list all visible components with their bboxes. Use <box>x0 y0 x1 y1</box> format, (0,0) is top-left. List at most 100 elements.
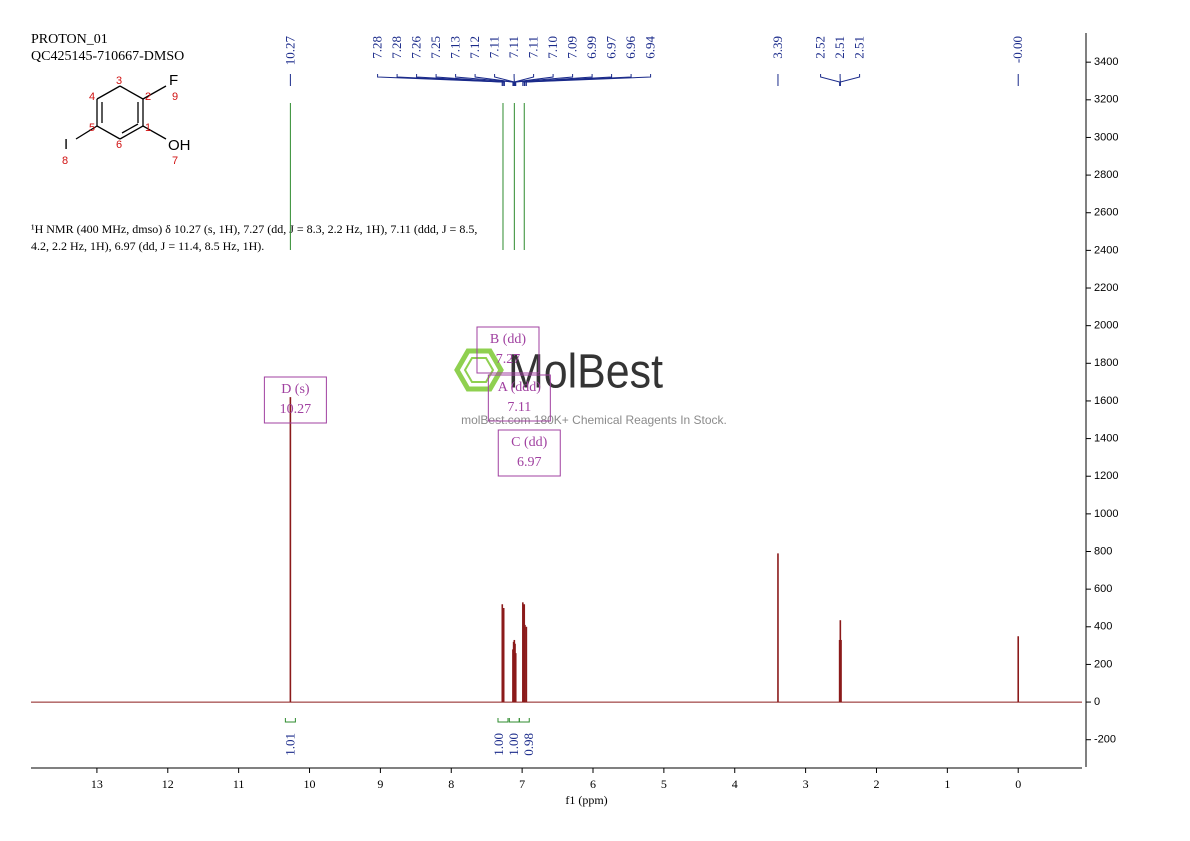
nmr-description: 4.2, 2.2 Hz, 1H), 6.97 (dd, J = 11.4, 8.… <box>31 239 264 253</box>
y-tick-label: 1400 <box>1094 432 1118 444</box>
atom-number: 3 <box>116 75 122 87</box>
peak-labels: 10.27 7.28 7.28 7.26 7.25 7.13 7.12 7.11 7.11 7.1… <box>282 36 1025 86</box>
y-tick-label: 2200 <box>1094 282 1118 294</box>
y-tick-label: 600 <box>1094 583 1112 595</box>
watermark-logo <box>454 348 504 392</box>
x-tick-label: 13 <box>91 777 103 791</box>
peak-label: 7.12 <box>467 36 482 59</box>
peak-label-connector <box>455 74 514 86</box>
atom-number: 2 <box>145 91 151 103</box>
multiplet-box <box>497 429 561 477</box>
watermark-brand: MolBest <box>508 346 663 399</box>
y-tick-label: 2000 <box>1094 320 1118 332</box>
y-tick-label: 2800 <box>1094 169 1118 181</box>
integral-bracket <box>508 718 520 723</box>
peak-label: 7.25 <box>428 36 443 59</box>
atom-label: I <box>64 136 68 153</box>
peak-label: 7.28 <box>370 36 385 59</box>
x-tick-label: 5 <box>661 777 667 791</box>
atom-number: 6 <box>116 139 122 151</box>
integral-label: 1.00 <box>506 733 521 756</box>
y-tick-label: 1200 <box>1094 470 1118 482</box>
y-tick-label: 800 <box>1094 545 1112 557</box>
peak-label-connector <box>416 74 505 86</box>
nmr-description: ¹H NMR (400 MHz, dmso) δ 10.27 (s, 1H), … <box>31 222 477 236</box>
integral-bracket <box>518 718 530 723</box>
x-tick-label: 0 <box>1015 777 1021 791</box>
bond <box>142 125 167 140</box>
peak-label: 2.51 <box>852 36 867 59</box>
x-tick-label: 11 <box>233 777 245 791</box>
multiplet-shift: 6.97 <box>517 455 542 470</box>
y-tick-label: 3200 <box>1094 94 1118 106</box>
x-tick-label: 4 <box>732 777 738 791</box>
peak-label: 7.11 <box>526 36 541 58</box>
peak-label: 6.99 <box>584 36 599 59</box>
peak-label: 2.51 <box>832 36 847 59</box>
y-tick-label: 1800 <box>1094 357 1118 369</box>
atom-number: 5 <box>89 122 95 134</box>
integral-label: 1.00 <box>491 733 506 756</box>
y-tick-label: 3000 <box>1094 131 1118 143</box>
peak-label-connector <box>525 74 652 86</box>
bond <box>119 125 144 140</box>
double-bond <box>121 123 139 134</box>
peak-label-connector <box>820 74 841 86</box>
y-tick-label: 1600 <box>1094 395 1118 407</box>
integral-label: 0.98 <box>521 733 536 756</box>
peak-label-connector <box>435 74 505 86</box>
x-tick-label: 7 <box>519 777 525 791</box>
atom-label: OH <box>168 137 191 154</box>
peak-label-connector <box>522 74 593 86</box>
x-tick-label: 12 <box>162 777 174 791</box>
atom-number: 4 <box>89 91 95 103</box>
atom-labels: F OH I <box>64 72 191 154</box>
peak-label: 7.11 <box>506 36 521 58</box>
x-tick-label: 1 <box>944 777 950 791</box>
subtitle: QC425145-710667-DMSO <box>31 49 184 64</box>
atom-number: 7 <box>172 155 178 167</box>
peak-label: 10.27 <box>282 36 297 66</box>
multiplet-box <box>476 326 540 374</box>
peak-label-connector <box>396 74 503 86</box>
y-tick-label: 2600 <box>1094 207 1118 219</box>
multiplet-label: D (s) <box>281 382 310 397</box>
x-tick-label: 10 <box>304 777 316 791</box>
integral-label: 1.01 <box>282 733 297 756</box>
multiplet-shift: 7.11 <box>507 400 531 415</box>
x-tick-label: 6 <box>590 777 596 791</box>
x-tick-label: 3 <box>803 777 809 791</box>
peak-label: 6.94 <box>643 36 658 59</box>
peak-label: 7.09 <box>565 36 580 59</box>
multiplet-label: A (ddd) <box>498 380 542 395</box>
peak-label: 2.52 <box>813 36 828 59</box>
peak-label: 6.97 <box>604 36 619 59</box>
multiplet-box <box>263 376 327 424</box>
y-tick-label: 3400 <box>1094 56 1118 68</box>
peak-label: 3.39 <box>770 36 785 59</box>
integral-bracket <box>284 718 296 723</box>
multiplet-shift: 7.27 <box>496 352 521 367</box>
y-tick-label: 1000 <box>1094 508 1118 520</box>
peak-label: 7.13 <box>448 36 463 59</box>
bond <box>96 85 121 100</box>
peak-label: 7.28 <box>389 36 404 59</box>
atom-number: 9 <box>172 91 178 103</box>
multiplet-label: C (dd) <box>511 435 548 450</box>
atom-number: 8 <box>62 155 68 167</box>
bond <box>96 125 121 140</box>
y-tick-label: 200 <box>1094 658 1112 670</box>
x-tick-label: 9 <box>377 777 383 791</box>
peak-label-connector <box>514 74 554 86</box>
y-tick-label: 0 <box>1094 696 1100 708</box>
watermark-logo <box>463 357 495 383</box>
x-tick-label: 2 <box>873 777 879 791</box>
multiplet-box <box>487 374 551 422</box>
title: PROTON_01 <box>31 32 108 47</box>
atom-numbers: 1 2 3 4 5 6 7 8 9 <box>62 75 178 167</box>
y-tick-label: 400 <box>1094 621 1112 633</box>
watermark: MolBest molBest.com 180K+ Chemical Reage… <box>454 346 727 427</box>
integral-bracket <box>497 718 509 723</box>
multiplet-shift: 10.27 <box>280 402 312 417</box>
